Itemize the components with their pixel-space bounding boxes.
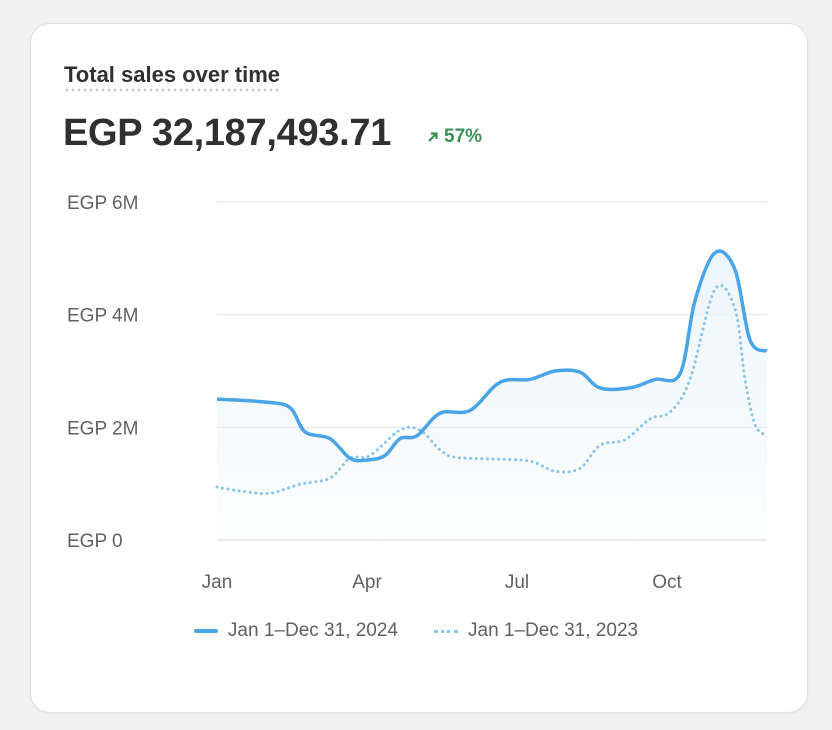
legend-label: Jan 1–Dec 31, 2024 (227, 620, 398, 641)
y-tick-label: EGP 4M (67, 306, 138, 327)
total-sales-value: EGP 32,187,493.71 (63, 112, 392, 154)
legend-label: Jan 1–Dec 31, 2023 (468, 620, 639, 641)
x-tick-label: Jan (202, 572, 233, 593)
x-tick-label: Oct (652, 572, 682, 593)
x-tick-label: Jul (505, 572, 529, 593)
arrow-up-right-icon (428, 132, 438, 142)
series-2024-line (216, 249, 768, 463)
change-badge: 57% (427, 126, 482, 148)
legend-item-2024[interactable]: Jan 1–Dec 31, 2024 (193, 620, 398, 642)
series-2024-area (217, 251, 767, 540)
chart-legend: Jan 1–Dec 31, 2024 Jan 1–Dec 31, 2023 (0, 620, 832, 642)
legend-swatch-dotted (434, 629, 458, 633)
legend-item-2023[interactable]: Jan 1–Dec 31, 2023 (434, 620, 638, 642)
y-tick-label: EGP 6M (67, 193, 138, 214)
legend-swatch-solid (193, 629, 218, 633)
sales-card: Total sales over time EGP 32,187,493.71 … (30, 23, 808, 713)
x-tick-label: Apr (352, 572, 382, 593)
change-percent: 57% (444, 126, 483, 147)
series-2023-line (215, 283, 769, 496)
y-tick-label: EGP 2M (67, 418, 138, 439)
card-title[interactable]: Total sales over time (64, 62, 281, 92)
y-tick-label: EGP 0 (67, 531, 123, 552)
